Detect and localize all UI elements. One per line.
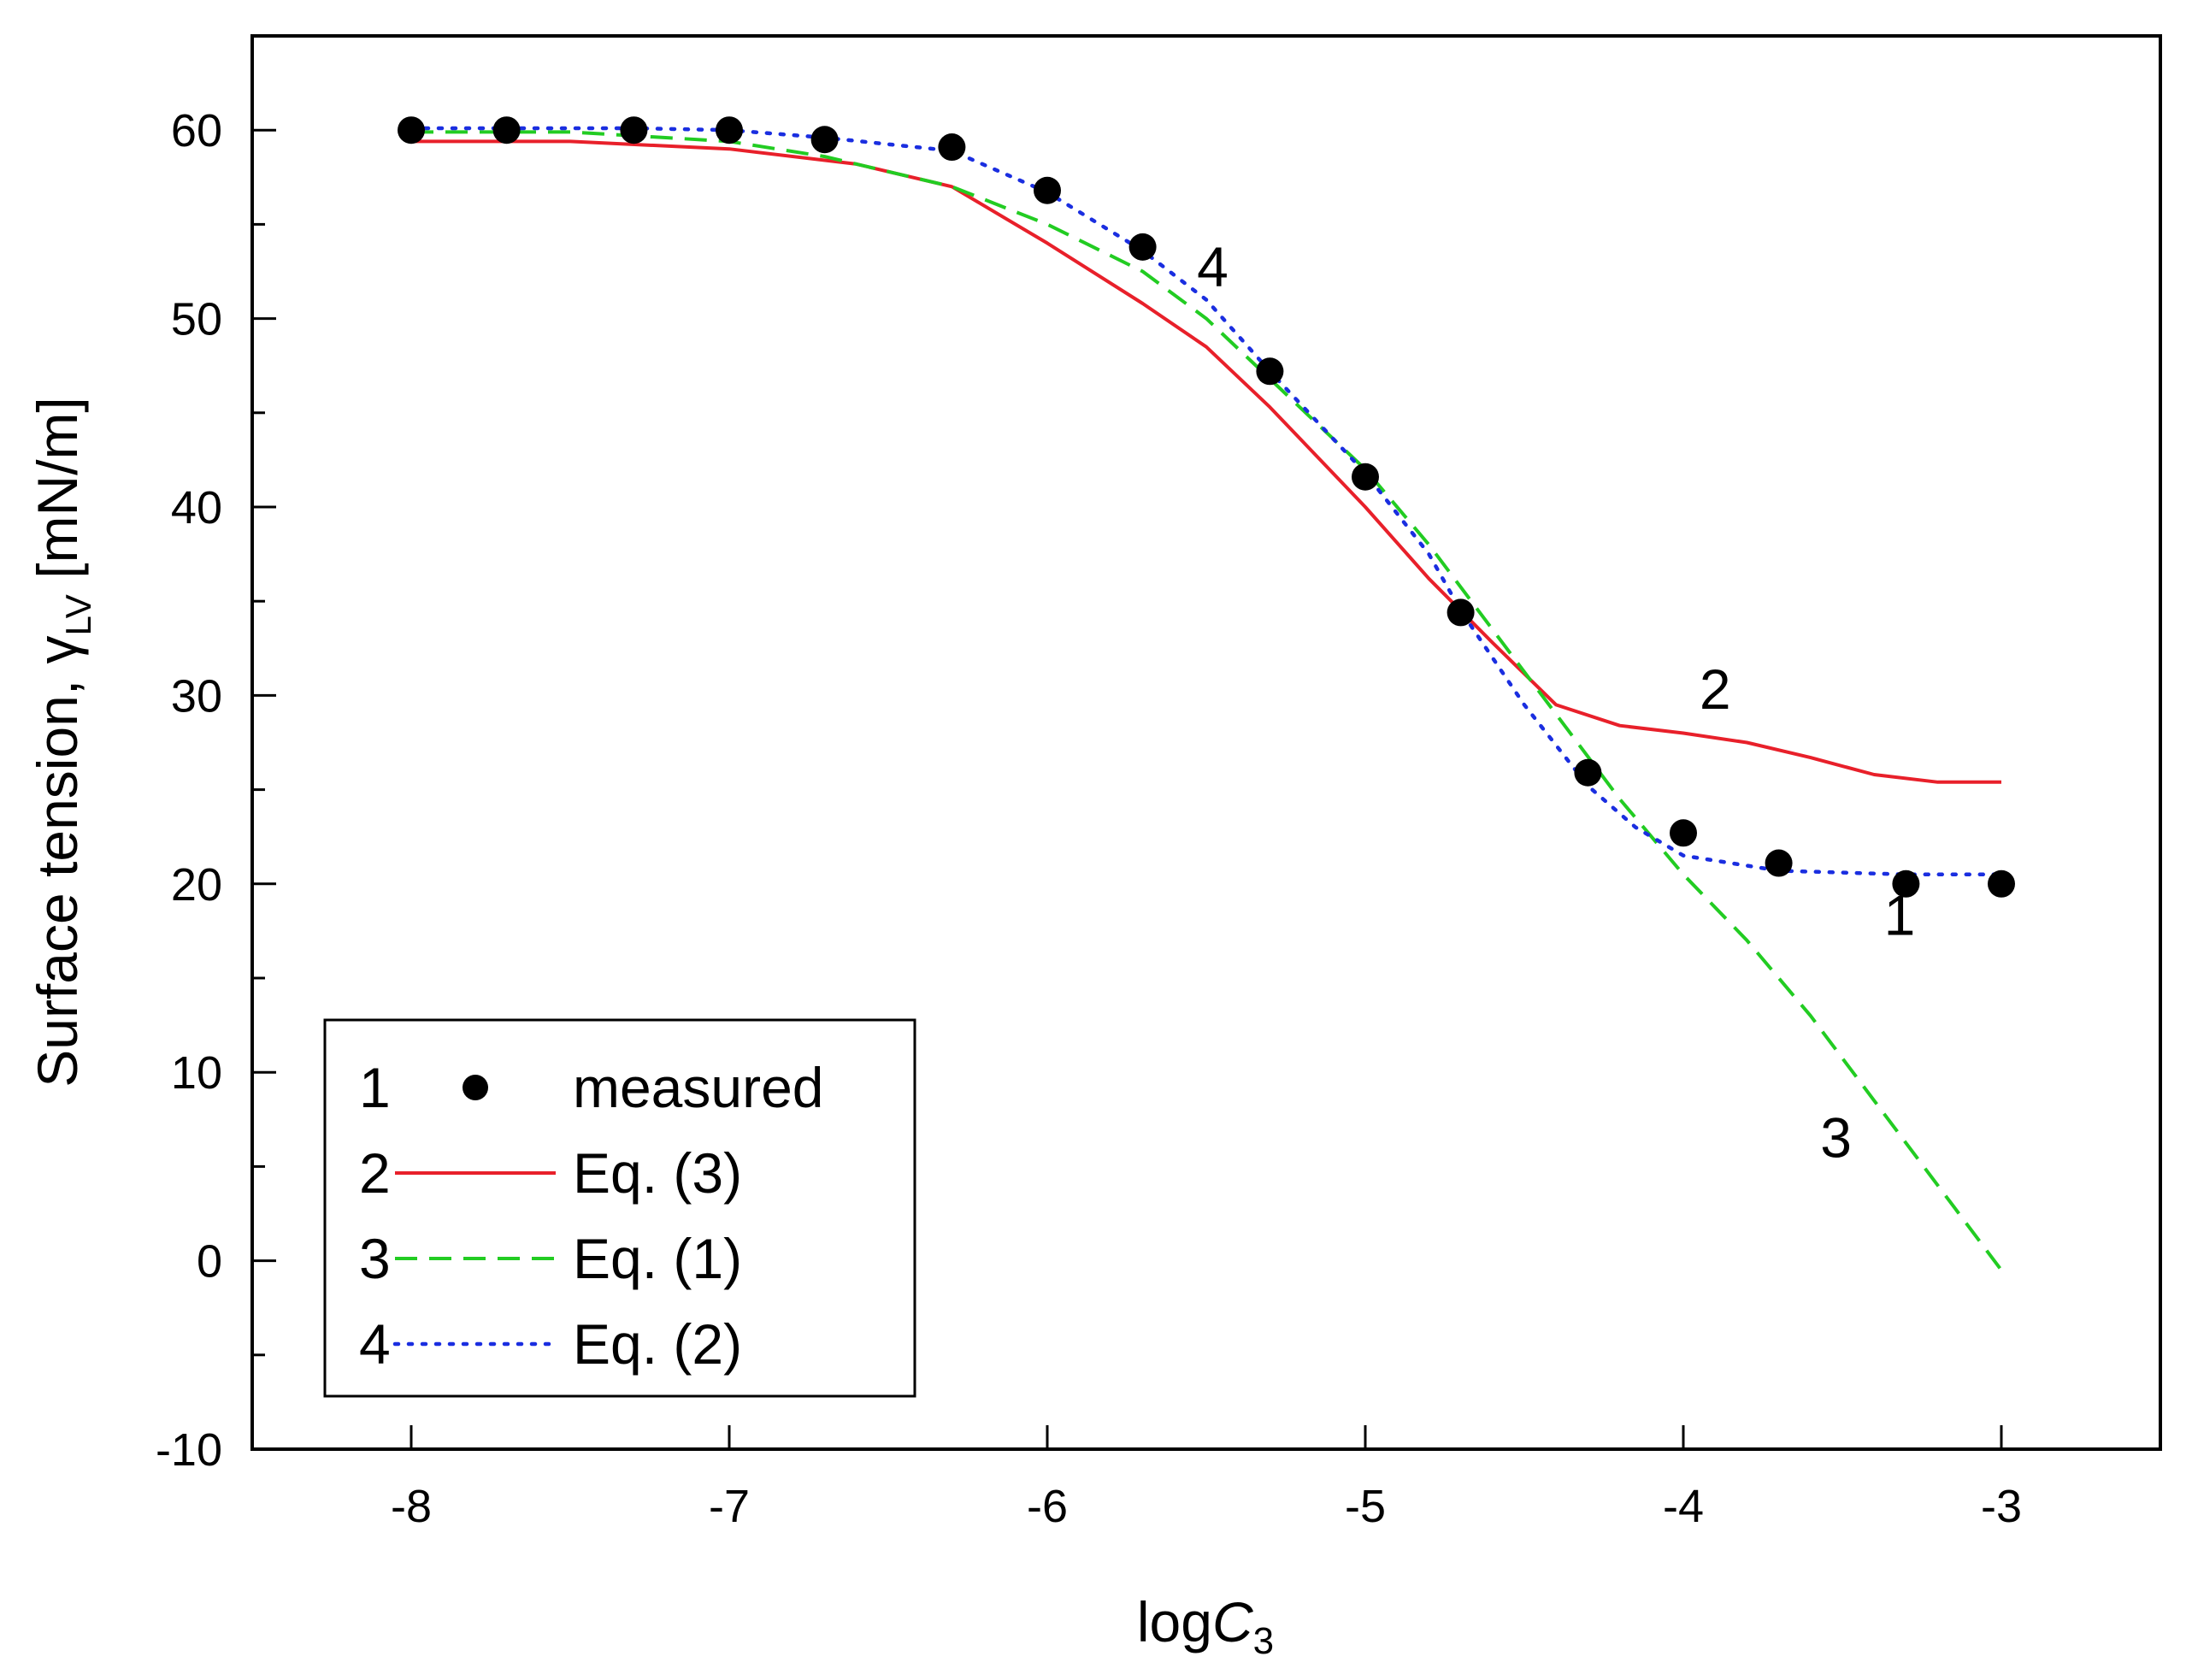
measured-point [1670, 819, 1697, 847]
measured-point [1892, 869, 1920, 898]
series-line-eq-2 [409, 126, 2004, 877]
y-axis-label-sub: LV [58, 594, 98, 635]
x-axis-label: logC3 [1137, 1590, 1274, 1662]
legend-label-eq3: Eq. (3) [573, 1141, 742, 1205]
x-tick-label: -7 [709, 1481, 750, 1532]
y-tick-label: 50 [171, 294, 222, 345]
legend-marker-measured [463, 1075, 488, 1100]
x-tick-label: -3 [1981, 1481, 2022, 1532]
x-tick-label: -6 [1027, 1481, 1068, 1532]
measured-point [1765, 849, 1793, 877]
legend-number-4: 4 [359, 1312, 391, 1376]
curve-annotations: 4 2 1 3 [1197, 235, 1915, 1169]
annotation-curve-4: 4 [1197, 235, 1229, 298]
legend: 1 measured 2 Eq. (3) 3 Eq. (1) 4 Eq. (2) [323, 1018, 916, 1398]
measured-point [1352, 463, 1379, 491]
annotation-curve-2: 2 [1700, 657, 1731, 721]
plot-frame [250, 34, 2162, 1451]
annotation-curve-1: 1 [1884, 883, 1916, 946]
measured-point [492, 116, 521, 144]
y-tick-label: 60 [171, 105, 222, 156]
y-tick-label: 40 [171, 482, 222, 533]
x-axis-label-main: log [1137, 1590, 1212, 1653]
y-axis-tick-labels: -10 0 10 20 30 40 50 60 [156, 105, 222, 1476]
x-axis-label-sub: 3 [1253, 1620, 1274, 1662]
x-tick-label: -5 [1345, 1481, 1386, 1532]
measured-point [1574, 758, 1602, 787]
measured-point [1128, 233, 1157, 261]
legend-number-3: 3 [359, 1227, 391, 1290]
x-tick-label: -4 [1663, 1481, 1704, 1532]
measured-point [620, 116, 648, 144]
y-axis-label: Surface tension, γLV [mN/m] [26, 397, 98, 1088]
y-tick-label: -10 [156, 1424, 222, 1476]
plot-series [398, 116, 2015, 1271]
y-tick-label: 10 [171, 1047, 222, 1099]
legend-number-1: 1 [359, 1056, 391, 1119]
measured-point [938, 133, 966, 162]
measured-point [716, 116, 743, 144]
y-tick-label: 30 [171, 670, 222, 722]
annotation-curve-3: 3 [1820, 1105, 1852, 1169]
measured-point [1256, 357, 1284, 386]
y-tick-label: 20 [171, 859, 222, 911]
y-axis-label-main: Surface tension, [26, 663, 89, 1087]
legend-label-measured: measured [573, 1056, 824, 1119]
series-line-eq-1 [411, 130, 2003, 1271]
measured-point [398, 116, 425, 144]
x-axis-tick-labels: -8 -7 -6 -5 -4 -3 [391, 1481, 2022, 1532]
x-axis-label-var: C [1212, 1590, 1254, 1653]
measured-point [1034, 176, 1061, 204]
measured-point [1447, 598, 1475, 627]
legend-label-eq2: Eq. (2) [573, 1312, 742, 1376]
measured-point [1988, 869, 2015, 898]
y-axis-label-unit: [mN/m] [26, 397, 89, 594]
y-axis-label-greek: γ [26, 635, 89, 663]
y-tick-label: 0 [197, 1236, 222, 1288]
legend-box [323, 1018, 916, 1398]
measured-point [810, 126, 839, 154]
legend-label-eq1: Eq. (1) [573, 1227, 742, 1290]
legend-number-2: 2 [359, 1141, 391, 1205]
x-tick-label: -8 [391, 1481, 432, 1532]
